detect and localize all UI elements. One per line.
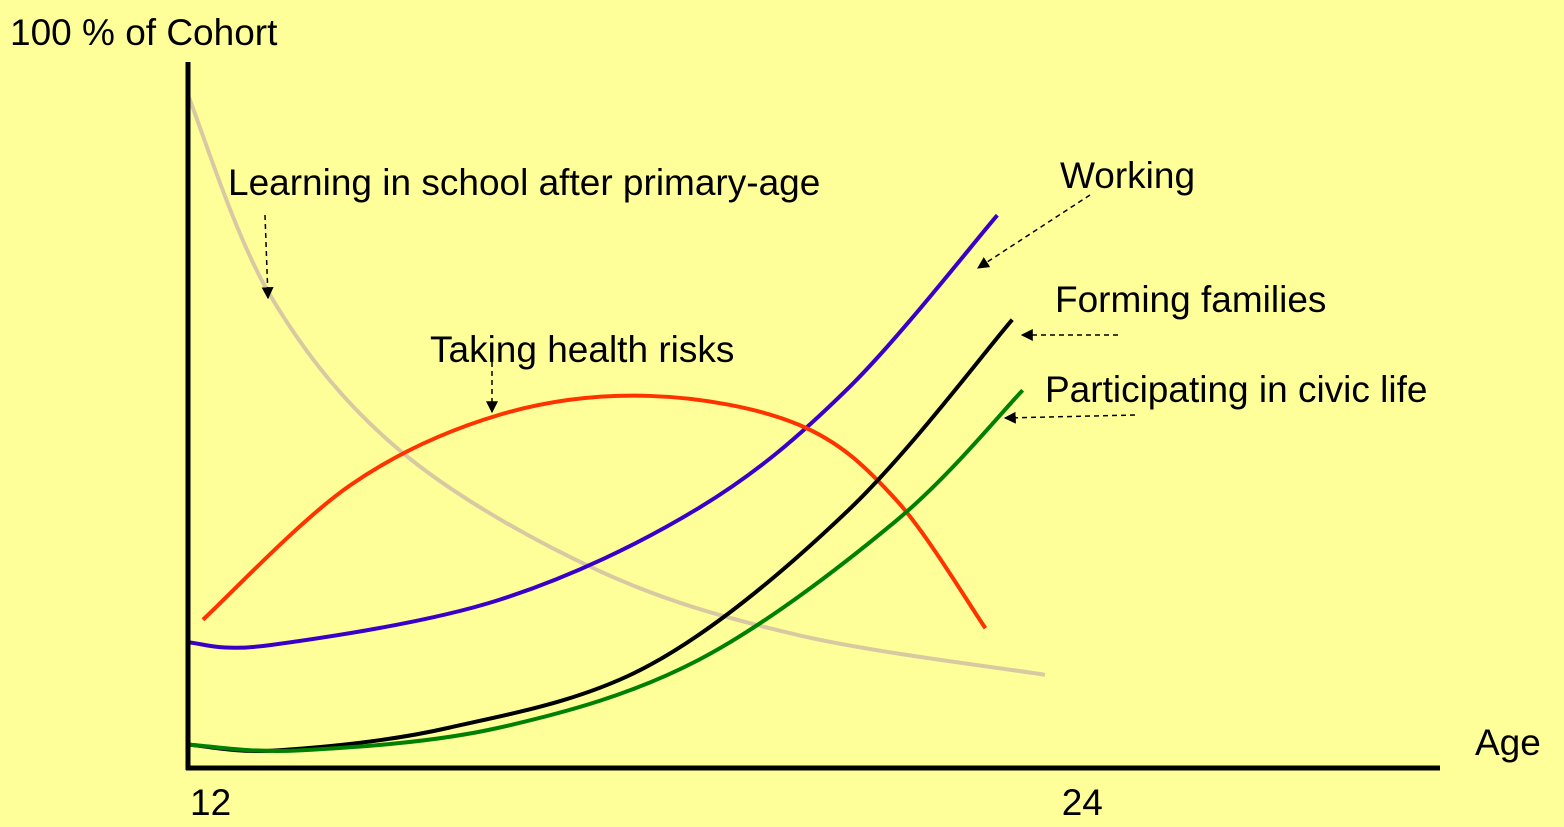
- x-axis-label: Age: [1475, 722, 1541, 763]
- series-line: [201, 393, 988, 630]
- series-label: Taking health risks: [430, 329, 734, 370]
- series-line: [187, 213, 999, 650]
- series-label: Forming families: [1055, 279, 1326, 320]
- series-line: [190, 388, 1025, 753]
- x-tick-label: 12: [190, 782, 231, 823]
- curves: [186, 94, 1046, 753]
- y-axis-label: 100 % of Cohort: [10, 12, 278, 53]
- series-line: [186, 94, 1046, 677]
- annotation-arrow: [261, 214, 274, 300]
- series-line: [190, 318, 1014, 753]
- annotation-arrow: [976, 194, 1091, 269]
- series-label: Learning in school after primary-age: [228, 162, 820, 203]
- x-tick-label: 24: [1062, 782, 1103, 823]
- annotation-arrow: [1003, 411, 1136, 424]
- series-label: Participating in civic life: [1045, 369, 1427, 410]
- series-label: Working: [1060, 155, 1195, 196]
